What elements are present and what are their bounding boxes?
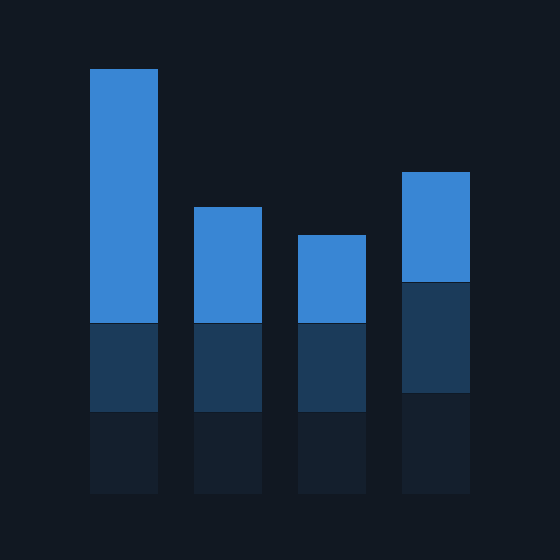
bar-2-segment-1 <box>194 412 262 494</box>
bar-2-segment-2 <box>194 323 262 412</box>
bar-3-segment-3 <box>298 235 366 323</box>
bar-4-segment-2 <box>402 282 470 393</box>
bars-group <box>90 69 470 494</box>
bar-4-segment-3 <box>402 172 470 282</box>
bar-1-segment-2 <box>90 323 158 412</box>
bar-4-segment-1 <box>402 393 470 494</box>
bar-3-segment-2 <box>298 323 366 412</box>
bar-3-segment-1 <box>298 412 366 494</box>
bar-1-segment-1 <box>90 412 158 494</box>
bar-2-segment-3 <box>194 207 262 323</box>
bar-1-segment-3 <box>90 69 158 323</box>
